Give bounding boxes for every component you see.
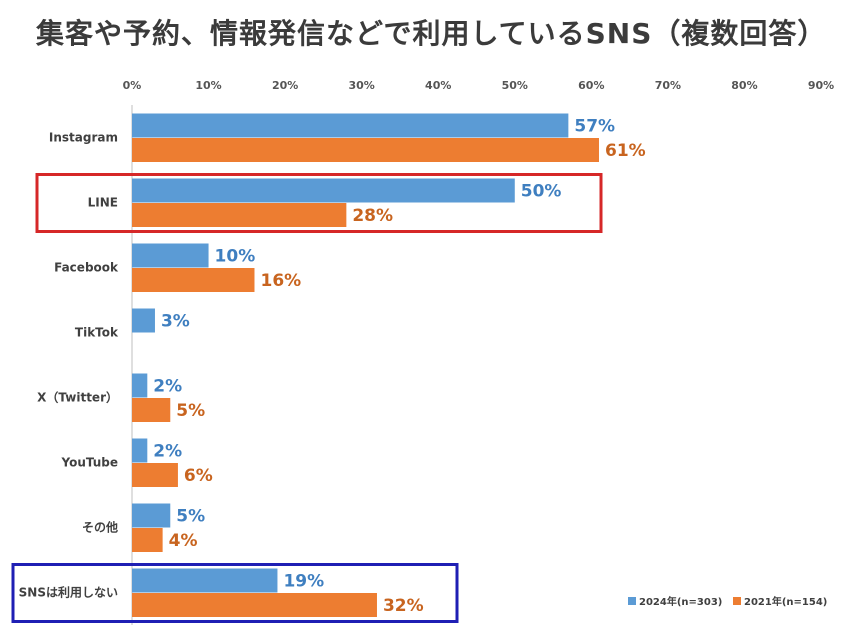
data-label: 61%	[605, 141, 646, 161]
category-label: X（Twitter）	[37, 390, 118, 405]
bar-2024	[132, 438, 148, 463]
bar-2021	[132, 528, 163, 552]
bar-2021	[132, 268, 255, 292]
category-label: Facebook	[54, 261, 119, 275]
data-label: 5%	[176, 507, 205, 527]
bar-2024	[132, 568, 278, 593]
data-label: 57%	[574, 117, 615, 137]
legend-label: 2024年(n=303)	[639, 595, 722, 608]
bar-2021	[132, 398, 171, 422]
x-tick-label: 90%	[808, 79, 834, 92]
bar-2024	[132, 503, 171, 528]
bar-2021	[132, 593, 377, 617]
category-label: SNSは利用しない	[19, 585, 118, 600]
legend-swatch	[628, 597, 636, 605]
x-tick-label: 60%	[578, 79, 604, 92]
bar-2024	[132, 308, 155, 333]
bar-2024	[132, 178, 515, 203]
data-label: 32%	[383, 596, 424, 616]
x-tick-label: 10%	[195, 79, 221, 92]
bar-2021	[132, 463, 178, 487]
data-label: 16%	[260, 271, 301, 291]
category-label: LINE	[88, 196, 118, 210]
data-label: 28%	[352, 206, 393, 226]
category-label: その他	[82, 520, 118, 535]
legend-label: 2021年(n=154)	[744, 595, 827, 608]
data-label: 10%	[215, 247, 256, 267]
data-label: 2%	[153, 442, 182, 462]
bar-2024	[132, 373, 148, 398]
x-tick-label: 0%	[123, 79, 142, 92]
data-label: 3%	[161, 312, 190, 332]
legend-swatch	[733, 597, 741, 605]
bar-2021	[132, 203, 347, 227]
highlight-box	[35, 173, 603, 233]
category-label: TikTok	[75, 326, 119, 340]
data-label: 4%	[169, 531, 198, 551]
x-tick-label: 20%	[272, 79, 298, 92]
x-tick-label: 70%	[655, 79, 681, 92]
category-label: Instagram	[49, 131, 118, 145]
x-tick-label: 50%	[502, 79, 528, 92]
highlight-box	[11, 563, 459, 623]
chart-title: 集客や予約、情報発信などで利用しているSNS（複数回答）	[36, 17, 827, 50]
bar-2024	[132, 243, 209, 268]
category-label: YouTube	[60, 456, 118, 470]
data-label: 50%	[521, 182, 562, 202]
x-tick-label: 80%	[731, 79, 757, 92]
bar-2024	[132, 113, 569, 138]
data-label: 19%	[283, 572, 324, 592]
data-label: 2%	[153, 377, 182, 397]
x-tick-label: 40%	[425, 79, 451, 92]
x-tick-label: 30%	[348, 79, 374, 92]
data-label: 5%	[176, 401, 205, 421]
bar-2021	[132, 138, 599, 162]
data-label: 6%	[184, 466, 213, 486]
